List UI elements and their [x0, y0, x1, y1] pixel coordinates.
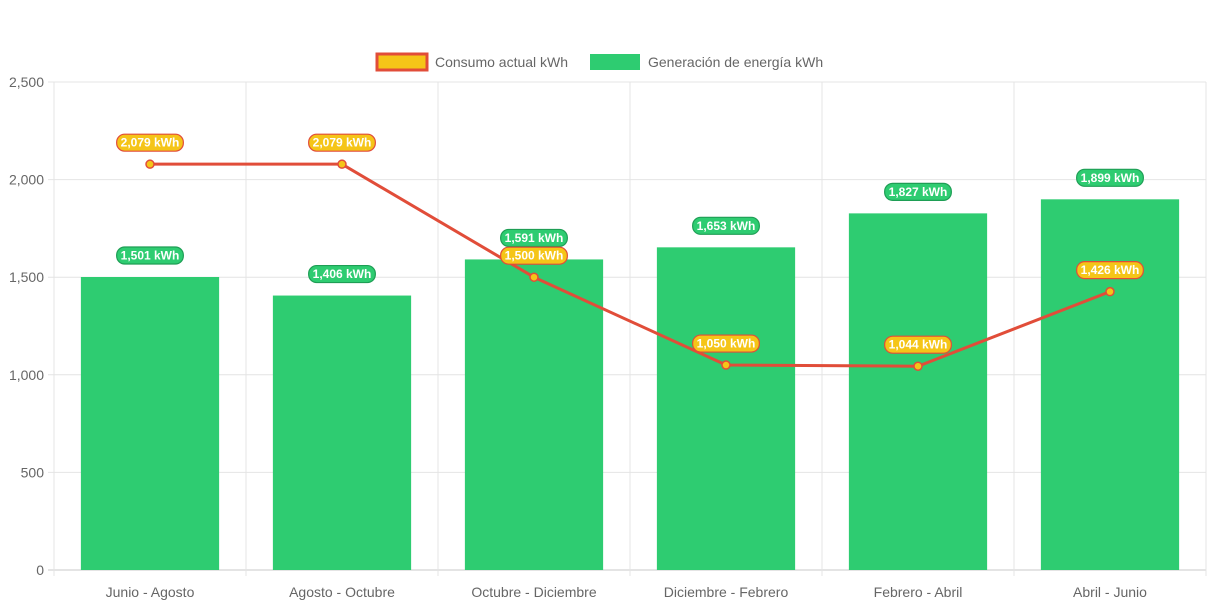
bar-value-label-bg — [692, 216, 760, 235]
x-tick-label: Agosto - Octubre — [289, 584, 395, 600]
x-tick-label: Junio - Agosto — [106, 584, 195, 600]
line-point — [1105, 286, 1115, 297]
legend-label-consumo[interactable]: Consumo actual kWh — [435, 54, 568, 70]
axes: 0 500 1,000 1,500 2,000 2,500 Junio - Agosto Ag… — [9, 74, 1147, 600]
bar-value-label-text: 1,501 kWh — [121, 249, 180, 263]
legend-label-generacion[interactable]: Generación de energía kWh — [648, 54, 823, 70]
bar-value-label-text: 1,591 kWh — [505, 231, 564, 245]
bar-value-label-text: 1,406 kWh — [313, 267, 372, 281]
line-value-label-text: 1,044 kWh — [889, 338, 948, 352]
line-series — [145, 159, 1115, 371]
bar-value-label-text: 1,827 kWh — [889, 185, 948, 199]
x-tick-label: Abril - Junio — [1073, 584, 1147, 600]
line-value-label-text: 1,500 kWh — [505, 249, 564, 263]
bar — [656, 247, 796, 570]
line-point — [337, 159, 347, 169]
consumo-line — [150, 162, 1111, 368]
line-value-label: 2,079 kWh — [308, 133, 376, 152]
bar-value-label-bg — [308, 264, 376, 284]
x-tick-label: Octubre - Diciembre — [471, 584, 596, 600]
y-tick-label: 0 — [36, 562, 44, 578]
bar-value-label: 1,899 kWh — [1076, 168, 1144, 187]
x-tick-label: Febrero - Abril — [874, 584, 963, 600]
line-value-label: 1,050 kWh — [692, 334, 760, 353]
bar — [272, 295, 412, 570]
bar — [80, 277, 220, 570]
line-value-label-bg — [1076, 261, 1144, 280]
legend-swatch-generacion[interactable] — [590, 54, 640, 70]
line-value-label: 2,079 kWh — [116, 133, 184, 152]
y-tick-label: 1,500 — [9, 269, 44, 285]
y-tick-label: 1,000 — [9, 367, 44, 383]
legend-swatch-consumo[interactable] — [375, 52, 429, 72]
y-tick-label: 2,500 — [9, 74, 44, 90]
y-tick-label: 500 — [21, 464, 45, 480]
chart-legend[interactable]: Consumo actual kWh Generación de energía… — [375, 52, 823, 72]
line-value-label: 1,426 kWh — [1076, 261, 1144, 280]
bar-value-label-text: 1,899 kWh — [1081, 171, 1140, 185]
x-tick-label: Diciembre - Febrero — [664, 584, 789, 600]
line-value-label-bg — [692, 334, 760, 353]
line-value-label-text: 1,050 kWh — [697, 337, 756, 351]
bar — [464, 259, 604, 570]
bar — [848, 213, 988, 570]
bar-value-label: 1,827 kWh — [884, 182, 952, 201]
line-value-label: 1,044 kWh — [884, 335, 952, 354]
bar-series — [80, 199, 1180, 571]
bar-value-label-bg — [1076, 168, 1144, 187]
line-point — [721, 360, 731, 370]
bar-value-label: 1,653 kWh — [692, 216, 760, 235]
bar-value-label-text: 1,653 kWh — [697, 219, 756, 233]
y-tick-label: 2,000 — [9, 172, 44, 188]
bar — [1040, 199, 1180, 571]
bar-value-label-bg — [116, 246, 184, 265]
line-value-label-text: 2,079 kWh — [313, 136, 372, 150]
line-value-label-text: 2,079 kWh — [121, 136, 180, 150]
line-point — [529, 272, 539, 282]
bar-value-label-bg — [500, 228, 568, 248]
line-point — [913, 361, 923, 371]
bar-value-label: 1,406 kWh — [308, 264, 376, 284]
line-point — [145, 159, 155, 169]
grid-lines — [48, 81, 1207, 576]
line-value-label-text: 1,426 kWh — [1081, 263, 1140, 277]
bar-value-label: 1,591 kWh — [500, 228, 568, 248]
line-value-label-bg — [116, 133, 184, 152]
line-value-label-bg — [884, 335, 952, 354]
bar-value-label-bg — [884, 182, 952, 201]
bar-value-label: 1,501 kWh — [116, 246, 184, 265]
data-labels: 1,501 kWh 1,406 kWh 1,591 kWh 1,653 kWh 1,82… — [116, 133, 1144, 354]
line-value-label-bg — [500, 246, 568, 265]
line-value-label: 1,500 kWh — [500, 246, 568, 265]
line-value-label-bg — [308, 133, 376, 152]
